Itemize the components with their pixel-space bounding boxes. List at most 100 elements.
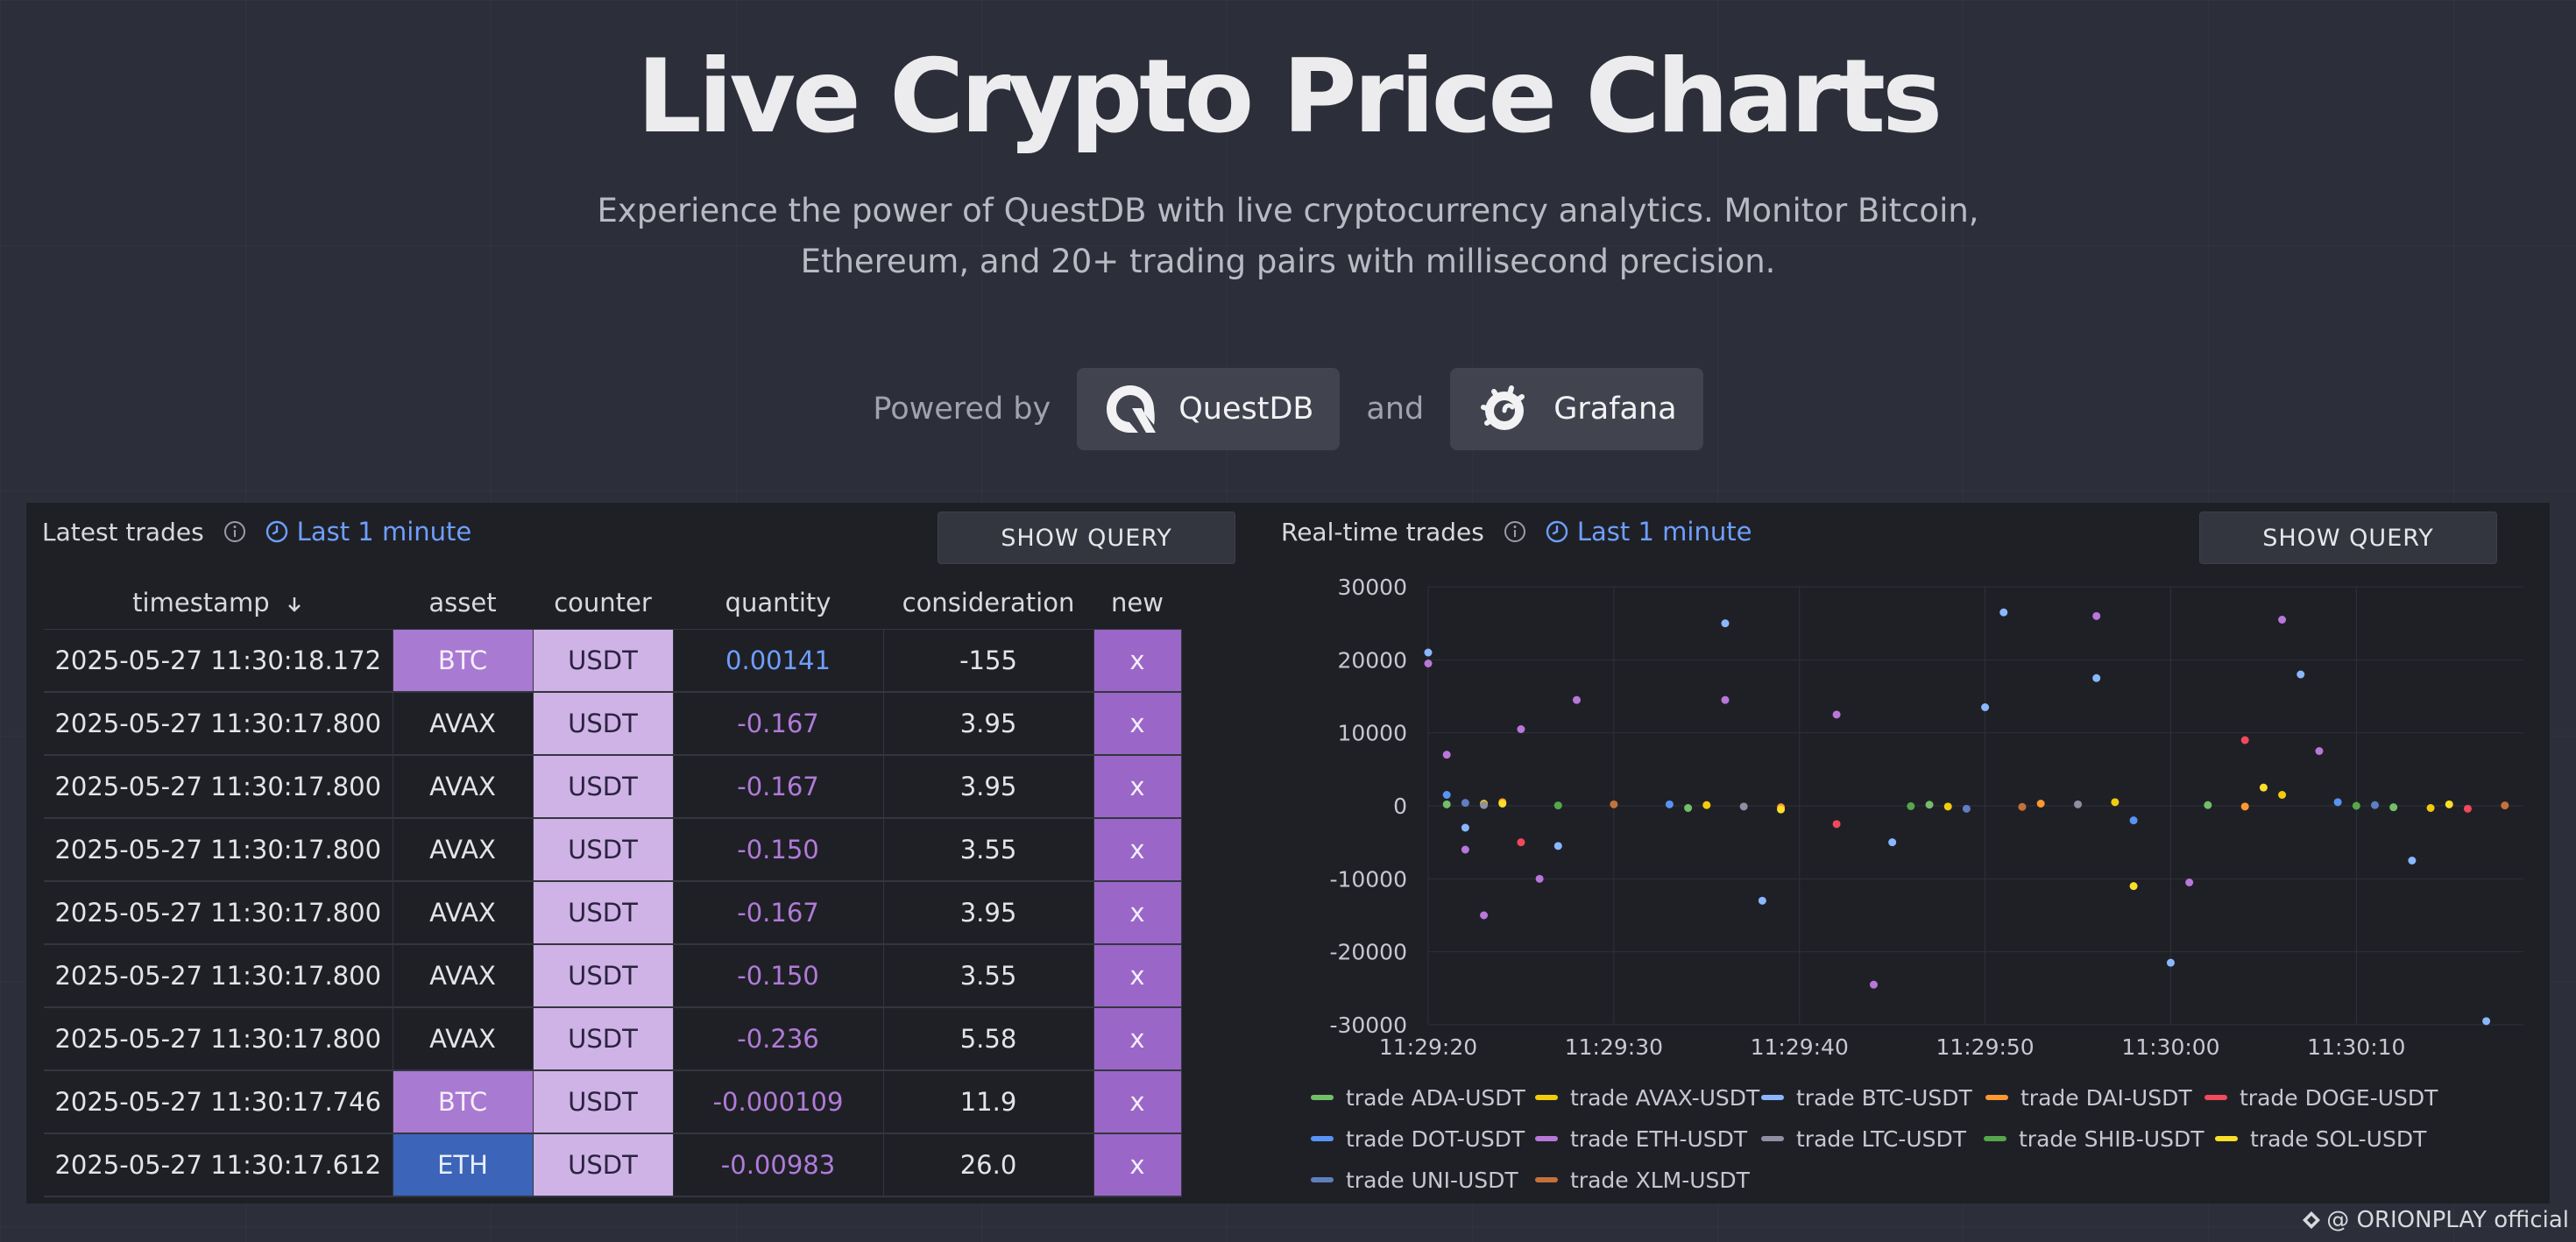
clock-icon bbox=[1546, 520, 1568, 543]
table-row[interactable]: 2025-05-27 11:30:17.800 AVAX USDT -0.167 3.9… bbox=[44, 755, 1182, 819]
cell-new: x bbox=[1093, 629, 1182, 693]
data-point bbox=[1442, 791, 1451, 799]
data-point bbox=[2129, 882, 2138, 891]
cell-timestamp: 2025-05-27 11:30:17.746 bbox=[44, 1070, 393, 1134]
cell-consideration: 11.9 bbox=[883, 1070, 1094, 1134]
time-range-link[interactable]: Last 1 minute bbox=[265, 517, 472, 547]
data-point bbox=[1739, 802, 1748, 811]
data-point bbox=[1684, 804, 1693, 812]
subtitle-line-2: Ethereum, and 20+ trading pairs with mil… bbox=[800, 243, 1776, 280]
subtitle-line-1: Experience the power of QuestDB with liv… bbox=[597, 192, 1979, 229]
table-row[interactable]: 2025-05-27 11:30:17.800 AVAX USDT -0.167 3.9… bbox=[44, 692, 1182, 756]
table-row[interactable]: 2025-05-27 11:30:17.746 BTC USDT -0.000109 1… bbox=[44, 1070, 1182, 1134]
data-point bbox=[1498, 800, 1507, 808]
column-header-counter[interactable]: counter bbox=[533, 576, 673, 630]
trades-table-body: 2025-05-27 11:30:18.172 BTC USDT 0.00141 -15… bbox=[44, 629, 1182, 1197]
questdb-logo-icon bbox=[1107, 385, 1157, 433]
data-point bbox=[2426, 804, 2435, 812]
data-point bbox=[2092, 611, 2101, 620]
data-point bbox=[1461, 845, 1469, 854]
table-row[interactable]: 2025-05-27 11:30:17.800 AVAX USDT -0.236 5.5… bbox=[44, 1007, 1182, 1071]
grafana-button[interactable]: Grafana bbox=[1450, 368, 1703, 450]
show-query-button[interactable]: SHOW QUERY bbox=[2199, 512, 2497, 564]
data-point bbox=[2463, 804, 2472, 813]
data-point bbox=[1553, 842, 1562, 850]
page-title: Live Crypto Price Charts bbox=[636, 38, 1943, 156]
cell-quantity: -0.000109 bbox=[673, 1070, 884, 1134]
legend-swatch bbox=[1984, 1136, 2006, 1141]
data-point bbox=[1981, 703, 1990, 711]
data-point bbox=[2240, 802, 2249, 811]
column-header-consideration[interactable]: consideration bbox=[883, 576, 1093, 630]
cell-new: x bbox=[1093, 944, 1182, 1008]
latest-trades-panel: Latest trades Last 1 minute SHOW QUERY t… bbox=[26, 503, 1265, 1203]
column-header-new[interactable]: new bbox=[1093, 576, 1181, 630]
cell-quantity: -0.167 bbox=[673, 755, 884, 819]
data-point bbox=[1888, 838, 1897, 847]
table-row[interactable]: 2025-05-27 11:30:17.612 ETH USDT -0.00983 26… bbox=[44, 1133, 1182, 1197]
watermark-text: @ ORIONPLAY official bbox=[2326, 1207, 2569, 1233]
legend-swatch bbox=[1985, 1095, 2008, 1100]
table-row[interactable]: 2025-05-27 11:30:18.172 BTC USDT 0.00141 -15… bbox=[44, 629, 1182, 693]
data-point bbox=[1999, 608, 2008, 617]
y-tick-label: -20000 bbox=[1329, 940, 1407, 965]
cell-consideration: 5.58 bbox=[883, 1007, 1094, 1071]
info-icon[interactable] bbox=[223, 520, 246, 543]
cell-counter: USDT bbox=[533, 692, 674, 756]
table-row[interactable]: 2025-05-27 11:30:17.800 AVAX USDT -0.150 3.5… bbox=[44, 944, 1182, 1008]
data-point bbox=[1610, 800, 1618, 808]
y-tick-label: 0 bbox=[1393, 794, 1407, 819]
data-point bbox=[2036, 800, 2045, 808]
table-row[interactable]: 2025-05-27 11:30:17.800 AVAX USDT -0.150 3.5… bbox=[44, 818, 1182, 882]
legend-label: trade AVAX-USDT bbox=[1570, 1085, 1760, 1111]
legend-label: trade UNI-USDT bbox=[1346, 1168, 1518, 1193]
cell-asset: AVAX bbox=[393, 755, 534, 819]
data-point bbox=[1553, 801, 1562, 810]
data-point bbox=[2240, 736, 2249, 744]
cell-new: x bbox=[1093, 1007, 1182, 1071]
questdb-button[interactable]: QuestDB bbox=[1077, 368, 1341, 450]
data-point bbox=[2278, 616, 2287, 624]
realtime-trades-panel: Real-time trades Last 1 minute SHOW QUER… bbox=[1265, 503, 2550, 1203]
cell-counter: USDT bbox=[533, 755, 674, 819]
watermark: @ ORIONPLAY official bbox=[2302, 1207, 2569, 1233]
time-range-link[interactable]: Last 1 minute bbox=[1546, 517, 1752, 547]
time-range-label: Last 1 minute bbox=[296, 517, 472, 547]
cell-asset: AVAX bbox=[393, 692, 534, 756]
data-point bbox=[2259, 783, 2268, 792]
trades-table: timestamp asset counter quantity conside… bbox=[44, 576, 1182, 1197]
info-icon[interactable] bbox=[1504, 520, 1526, 543]
data-point bbox=[2129, 816, 2138, 825]
data-point bbox=[1869, 980, 1878, 989]
x-tick-label: 11:29:20 bbox=[1379, 1034, 1477, 1060]
show-query-button[interactable]: SHOW QUERY bbox=[938, 512, 1235, 564]
legend-label: trade ETH-USDT bbox=[1570, 1126, 1748, 1152]
data-point bbox=[1925, 801, 1934, 809]
y-tick-label: 10000 bbox=[1337, 721, 1407, 746]
realtime-trades-scatter-chart[interactable]: 3000020000100000-10000-20000-3000011:29:… bbox=[1265, 503, 2550, 1203]
column-header-timestamp[interactable]: timestamp bbox=[44, 576, 393, 630]
legend-label: trade DAI-USDT bbox=[2020, 1085, 2192, 1111]
data-point bbox=[1832, 820, 1841, 829]
legend-label: trade LTC-USDT bbox=[1796, 1126, 1967, 1152]
table-header-row: timestamp asset counter quantity conside… bbox=[44, 576, 1181, 630]
column-header-quantity[interactable]: quantity bbox=[673, 576, 883, 630]
legend-label: trade DOT-USDT bbox=[1346, 1126, 1525, 1152]
data-point bbox=[2166, 958, 2175, 967]
legend-label: trade SHIB-USDT bbox=[2019, 1126, 2204, 1152]
data-point bbox=[1702, 801, 1711, 809]
cell-timestamp: 2025-05-27 11:30:17.612 bbox=[44, 1133, 393, 1197]
data-point bbox=[1721, 695, 1730, 704]
data-point bbox=[2278, 791, 2287, 799]
legend-label: trade SOL-USDT bbox=[2250, 1126, 2427, 1152]
page-subtitle: Experience the power of QuestDB with liv… bbox=[0, 186, 2576, 287]
column-header-asset[interactable]: asset bbox=[393, 576, 533, 630]
data-point bbox=[1424, 648, 1433, 657]
data-point bbox=[1461, 823, 1469, 832]
x-tick-label: 11:30:00 bbox=[2121, 1034, 2219, 1060]
cell-quantity: -0.167 bbox=[673, 692, 884, 756]
data-point bbox=[2482, 1017, 2491, 1026]
cell-new: x bbox=[1093, 818, 1182, 882]
data-point bbox=[1517, 838, 1525, 847]
table-row[interactable]: 2025-05-27 11:30:17.800 AVAX USDT -0.167 3.9… bbox=[44, 881, 1182, 945]
